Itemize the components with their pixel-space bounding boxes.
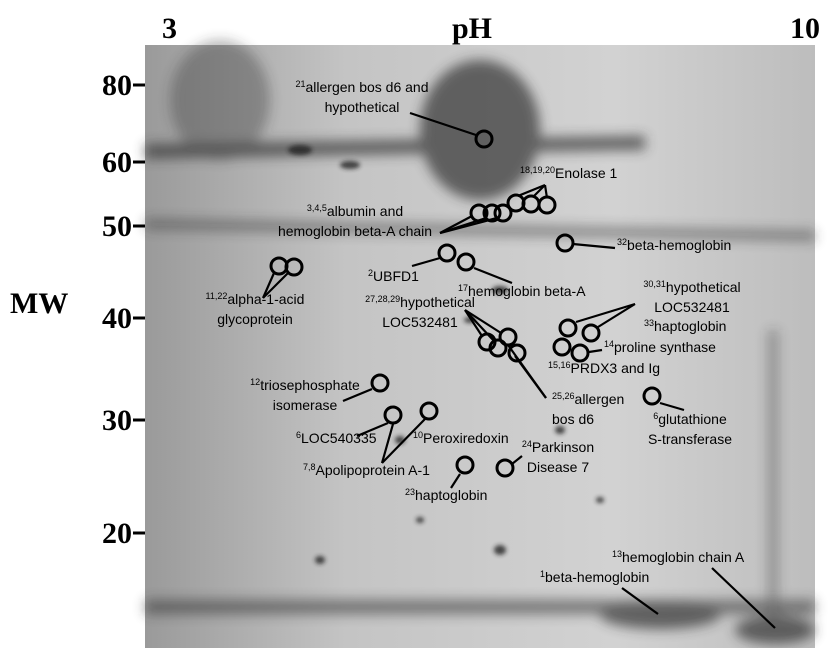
- spot-ids: 14: [604, 339, 614, 349]
- spot-name: glutathione: [658, 411, 727, 427]
- spot-label: 2UBFD1: [368, 268, 419, 284]
- spot-name: LOC532481: [382, 314, 458, 330]
- spot-name: UBFD1: [373, 268, 419, 284]
- spot-ids: 15,16: [548, 360, 571, 370]
- spot-name: glycoprotein: [217, 311, 293, 327]
- ph-min-label: 3: [162, 12, 177, 45]
- spot-name: allergen bos d6 and: [306, 79, 429, 95]
- mw-tick-label: 60: [102, 146, 132, 179]
- spot-ids: 32: [617, 237, 627, 247]
- mw-tick-label: 30: [102, 404, 132, 437]
- spot-name: haptoglobin: [415, 487, 487, 503]
- spot-label: 17hemoglobin beta-A: [458, 283, 586, 299]
- spot-name: PRDX3 and Ig: [571, 360, 661, 376]
- spot-ids: 7,8: [303, 462, 316, 472]
- spot-ids: 11,22: [206, 291, 228, 301]
- spot-ids: 3,4,5: [307, 203, 327, 213]
- spot-name: LOC540335: [301, 430, 377, 446]
- spot-name: triosephosphate: [260, 377, 360, 393]
- spot-name: beta-hemoglobin: [545, 569, 649, 585]
- spot-ids: 33: [644, 318, 654, 328]
- spot-name: hemoglobin beta-A chain: [278, 223, 432, 239]
- spot-name: hemoglobin beta-A: [468, 283, 586, 299]
- spot-label: S-transferase: [648, 431, 732, 447]
- spot-label: LOC532481: [382, 314, 458, 330]
- spot-label: 12triosephosphate: [250, 377, 360, 393]
- spot-ids: 27,28,29: [365, 294, 400, 304]
- spot-ids: 30,31: [643, 279, 666, 289]
- spot-name: albumin and: [327, 203, 403, 219]
- figure: 3 pH 10 MW 806050403020 21allergen bos d…: [0, 0, 829, 648]
- spot-label: 7,8Apolipoprotein A-1: [303, 462, 430, 478]
- spot-label: 6LOC540335: [296, 430, 377, 446]
- spot-label: Disease 7: [527, 459, 589, 475]
- mw-tick-label: 40: [102, 302, 132, 335]
- spot-label: LOC532481: [654, 299, 730, 315]
- spot-label: glycoprotein: [217, 311, 293, 327]
- spot-label: 14proline synthase: [604, 339, 716, 355]
- spot-label: 10Peroxiredoxin: [413, 430, 509, 446]
- spot-label: bos d6: [552, 411, 594, 427]
- spot-ids: 24: [522, 439, 532, 449]
- spot-label: hemoglobin beta-A chain: [278, 223, 432, 239]
- spot-name: Apolipoprotein A-1: [316, 462, 431, 478]
- spot-label: isomerase: [273, 397, 338, 413]
- ph-max-label: 10: [790, 12, 820, 45]
- spot-ids: 18,19,20: [520, 165, 555, 175]
- spot-name: haptoglobin: [654, 318, 726, 334]
- spot-name: isomerase: [273, 397, 338, 413]
- spot-label: 23haptoglobin: [405, 487, 487, 503]
- spot-ids: 12: [250, 377, 260, 387]
- spot-name: hemoglobin chain A: [622, 549, 745, 565]
- spot-name: hypothetical: [325, 99, 400, 115]
- spot-label: 1beta-hemoglobin: [540, 569, 649, 585]
- spot-ids: 10: [413, 430, 423, 440]
- spot-ids: 17: [458, 283, 468, 293]
- spot-label: 6glutathione: [653, 411, 727, 427]
- spot-name: LOC532481: [654, 299, 730, 315]
- spot-name: hypothetical: [400, 294, 475, 310]
- spot-label: 32beta-hemoglobin: [617, 237, 731, 253]
- spot-name: Parkinson: [532, 439, 594, 455]
- spot-name: Enolase 1: [555, 165, 617, 181]
- spot-name: proline synthase: [614, 339, 716, 355]
- spot-label: 13hemoglobin chain A: [612, 549, 745, 565]
- mw-tick-label: 20: [102, 517, 132, 550]
- spot-ids: 13: [612, 549, 622, 559]
- spot-name: Disease 7: [527, 459, 589, 475]
- ph-axis-title: pH: [452, 12, 492, 45]
- spot-ids: 25,26: [552, 391, 575, 401]
- spot-ids: 21: [295, 79, 305, 89]
- mw-axis-title: MW: [10, 287, 68, 320]
- spot-ids: 23: [405, 487, 415, 497]
- spot-name: beta-hemoglobin: [627, 237, 731, 253]
- mw-tick-label: 80: [102, 69, 132, 102]
- spot-name: alpha-1-acid: [227, 291, 304, 307]
- spot-name: S-transferase: [648, 431, 732, 447]
- spot-label: 24Parkinson: [522, 439, 594, 455]
- spot-name: allergen: [575, 391, 625, 407]
- spot-label: 33haptoglobin: [644, 318, 726, 334]
- spot-name: Peroxiredoxin: [423, 430, 509, 446]
- spot-name: bos d6: [552, 411, 594, 427]
- spot-label: hypothetical: [325, 99, 400, 115]
- mw-tick-label: 50: [102, 210, 132, 243]
- spot-label: 21allergen bos d6 and: [295, 79, 428, 95]
- spot-name: hypothetical: [666, 279, 741, 295]
